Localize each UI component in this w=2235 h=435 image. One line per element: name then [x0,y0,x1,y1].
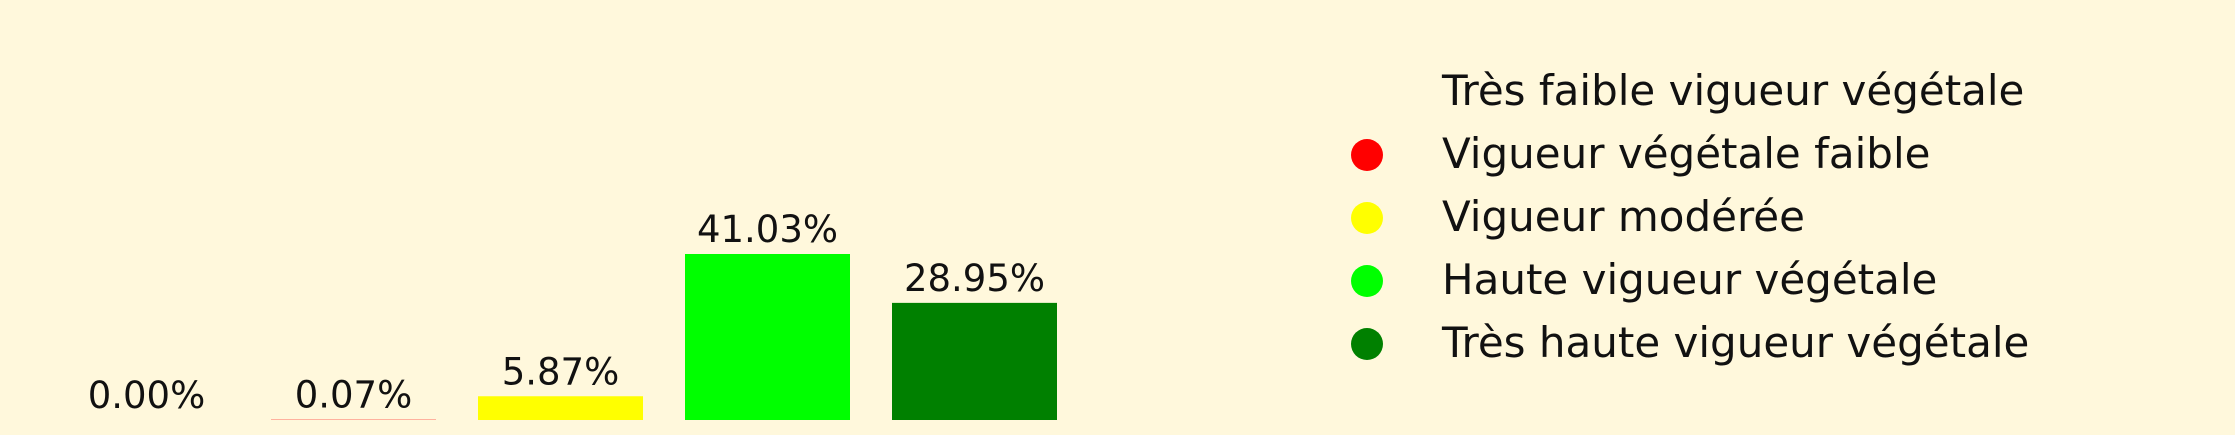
legend-marker-2 [1351,202,1383,234]
legend-marker-3 [1351,265,1383,297]
bar-4 [892,302,1057,420]
bar-label-3: 41.03% [697,208,838,251]
bars-group [271,254,1057,420]
bar-2 [478,396,643,420]
legend-label-2: Vigueur modérée [1442,192,1805,241]
bar-3 [685,254,850,420]
data-labels-group: 0.00% 0.07% 5.87% 41.03% 28.95% [88,208,1045,417]
legend: Très faible vigueur végétale Vigueur végé… [1351,66,2029,367]
legend-marker-1 [1351,139,1383,171]
bar-label-2: 5.87% [502,350,620,393]
legend-label-4: Très haute vigueur végétale [1441,318,2029,367]
bar-label-4: 28.95% [904,257,1045,300]
legend-label-0: Très faible vigueur végétale [1441,66,2024,115]
legend-marker-4 [1351,328,1383,360]
bar-label-1: 0.07% [295,374,413,417]
bar-label-0: 0.00% [88,374,206,417]
legend-label-3: Haute vigueur végétale [1442,255,1937,304]
legend-label-1: Vigueur végétale faible [1442,129,1930,178]
